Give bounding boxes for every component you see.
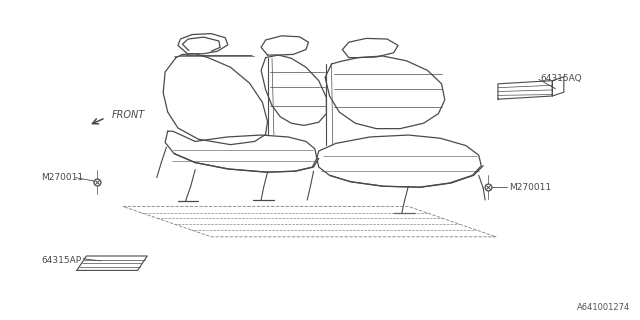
Text: M270011: M270011 (42, 173, 84, 182)
Text: 64315AQ: 64315AQ (541, 74, 582, 83)
Text: A641001274: A641001274 (577, 303, 630, 312)
Text: M270011: M270011 (509, 183, 551, 192)
Text: FRONT: FRONT (112, 110, 145, 120)
Text: 64315AP: 64315AP (42, 256, 82, 265)
